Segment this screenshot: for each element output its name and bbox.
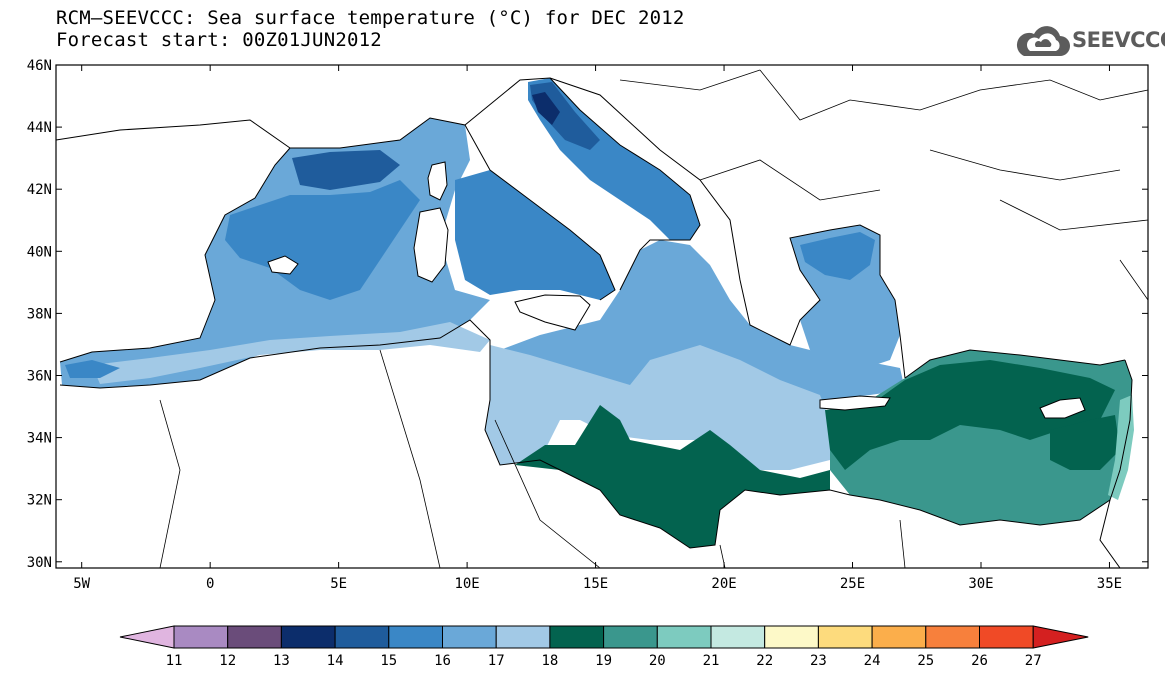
colorbar-swatch — [280, 625, 336, 649]
map-title: RCM—SEEVCCC: Sea surface temperature (°C… — [56, 7, 685, 29]
colorbar-label: 18 — [541, 653, 558, 669]
sst-field — [60, 78, 1134, 548]
colorbar-label: 15 — [380, 653, 397, 669]
colorbar-label: 24 — [864, 653, 881, 669]
x-tick-label: 30E — [968, 576, 993, 592]
coast-iberia-south — [59, 147, 291, 363]
y-tick-label: 42N — [27, 182, 52, 198]
logo-text: SEEVCCC — [1072, 28, 1165, 52]
y-tick-label: 36N — [27, 368, 52, 384]
colorbar-swatch — [871, 625, 927, 649]
island-sardinia — [413, 207, 449, 283]
sst-tyrrhenian — [455, 170, 615, 300]
colorbar-label: 27 — [1025, 653, 1042, 669]
forecast-start-label: Forecast start: 00Z01JUN2012 — [56, 29, 382, 51]
colorbar-label: 17 — [488, 653, 505, 669]
sst-aegean-north — [800, 232, 875, 280]
coast-levant — [1099, 359, 1133, 568]
y-tick-label: 40N — [27, 244, 52, 260]
colorbar-over-triangle — [1032, 625, 1089, 649]
colorbar-swatch — [388, 625, 443, 649]
colorbar-label: 12 — [219, 653, 236, 669]
y-axis: 30N 32N 34N 36N 38N 40N 42N 44N 46N — [27, 58, 1148, 571]
colorbar-swatch — [549, 625, 605, 649]
sst-nile-coast — [1108, 395, 1134, 500]
colorbar-swatch — [764, 625, 819, 649]
coast-africa — [59, 319, 1111, 549]
colorbar-label: 25 — [917, 653, 934, 669]
coast-turkey — [904, 349, 1126, 379]
x-tick-label: 35E — [1097, 576, 1122, 592]
island-crete — [819, 395, 891, 411]
colorbar-swatch — [979, 625, 1034, 649]
sst-northern-adriatic-cold — [532, 92, 560, 125]
colorbar-label: 19 — [595, 653, 612, 669]
colorbar-label: 16 — [434, 653, 451, 669]
colorbar-swatch — [227, 625, 282, 649]
sst-algerian-coast — [92, 322, 490, 384]
y-tick-label: 38N — [27, 306, 52, 322]
colorbar-label: 21 — [703, 653, 720, 669]
x-tick-label: 5E — [330, 576, 347, 592]
y-tick-label: 30N — [27, 555, 52, 571]
colorbar-swatch — [710, 625, 766, 649]
colorbar-label: 26 — [971, 653, 988, 669]
border-lines — [159, 69, 1148, 568]
colorbar-swatch — [442, 625, 497, 649]
y-tick-label: 46N — [27, 58, 52, 74]
colorbar: 11 12 13 14 15 16 17 18 19 20 21 22 23 24 25 26 27 — [119, 625, 1089, 669]
x-tick-label: 15E — [583, 576, 608, 592]
colorbar-label: 13 — [273, 653, 290, 669]
x-tick-label: 25E — [840, 576, 865, 592]
coast-europe-west — [56, 117, 616, 301]
colorbar-swatch — [495, 625, 551, 649]
sst-ionian — [500, 240, 905, 410]
x-tick-label: 20E — [711, 576, 736, 592]
island-corsica — [427, 161, 448, 201]
sst-levantine-east — [1050, 415, 1120, 470]
colorbar-label: 22 — [756, 653, 773, 669]
x-axis: 5W 0 5E 10E 15E 20E 25E 30E 35E — [73, 65, 1122, 592]
sst-levantine-dark — [825, 360, 1115, 470]
colorbar-label: 20 — [649, 653, 666, 669]
island-cyprus — [1039, 397, 1086, 419]
colorbar-label: 11 — [166, 653, 183, 669]
colorbar-label: 23 — [810, 653, 827, 669]
colorbar-swatch — [173, 625, 229, 649]
colorbar-label: 14 — [327, 653, 344, 669]
y-tick-label: 34N — [27, 431, 52, 447]
colorbar-swatch — [603, 625, 658, 649]
island-mallorca — [267, 255, 299, 275]
colorbar-swatch — [925, 625, 980, 649]
x-tick-label: 5W — [73, 576, 90, 592]
sst-gulf-of-sidra — [515, 405, 830, 548]
map-frame — [55, 64, 1149, 569]
island-sicily — [514, 294, 591, 331]
y-tick-label: 44N — [27, 120, 52, 136]
sst-gulf-of-lion — [292, 150, 400, 190]
seevccc-logo: SEEVCCC — [1016, 22, 1165, 62]
sst-alboran — [65, 360, 120, 378]
colorbar-swatch — [334, 625, 390, 649]
colorbar-swatch — [817, 625, 873, 649]
y-tick-label: 32N — [27, 493, 52, 509]
cloud-icon — [1016, 26, 1070, 56]
colorbar-under-triangle — [119, 625, 175, 649]
colorbar-swatch — [656, 625, 712, 649]
sst-central-south — [485, 345, 830, 470]
coastlines — [56, 69, 1148, 568]
x-tick-label: 0 — [206, 576, 214, 592]
x-tick-label: 10E — [454, 576, 479, 592]
